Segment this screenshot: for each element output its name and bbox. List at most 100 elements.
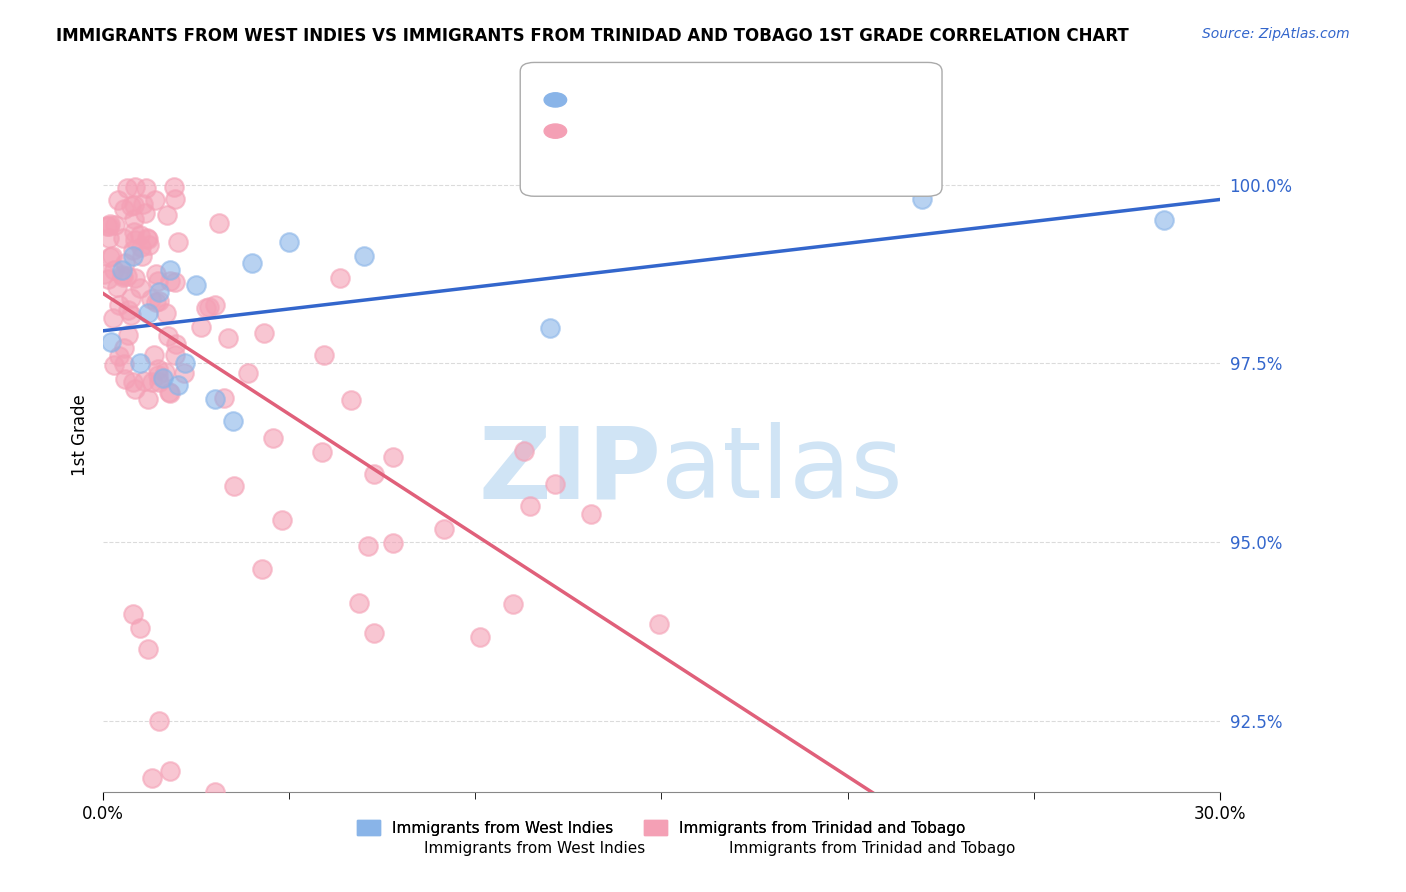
Point	[103, 358, 125, 372]
Point	[114, 372, 136, 386]
Point	[347, 596, 370, 610]
Point	[190, 319, 212, 334]
Point	[148, 375, 170, 389]
Point	[538, 320, 561, 334]
Point	[519, 499, 541, 513]
Point	[129, 621, 152, 635]
Point	[122, 212, 145, 227]
Point	[111, 268, 134, 282]
Point	[253, 326, 276, 341]
Point	[156, 329, 179, 343]
Point	[107, 280, 129, 294]
Point	[159, 263, 181, 277]
Point	[159, 764, 181, 778]
Point	[312, 348, 335, 362]
Point	[134, 206, 156, 220]
Point	[129, 240, 152, 254]
Point	[124, 382, 146, 396]
Point	[145, 295, 167, 310]
Point	[648, 616, 671, 631]
Point	[124, 233, 146, 247]
Point	[148, 293, 170, 308]
Point	[121, 308, 143, 322]
Point	[212, 391, 235, 405]
Point	[381, 535, 404, 549]
Point	[139, 292, 162, 306]
Point	[152, 370, 174, 384]
Point	[433, 522, 456, 536]
Point	[157, 385, 180, 400]
Point	[329, 270, 352, 285]
Point	[98, 250, 121, 264]
Text: atlas: atlas	[661, 422, 903, 519]
Text: IMMIGRANTS FROM WEST INDIES VS IMMIGRANTS FROM TRINIDAD AND TOBAGO 1ST GRADE COR: IMMIGRANTS FROM WEST INDIES VS IMMIGRANT…	[56, 27, 1129, 45]
Text: Source: ZipAtlas.com: Source: ZipAtlas.com	[1202, 27, 1350, 41]
Point	[128, 280, 150, 294]
Point	[163, 180, 186, 194]
Point	[165, 348, 187, 362]
Point	[911, 192, 934, 206]
Point	[513, 444, 536, 458]
Point	[146, 368, 169, 383]
Point	[107, 193, 129, 207]
Point	[112, 342, 135, 356]
Point	[124, 271, 146, 285]
Point	[145, 267, 167, 281]
Point	[129, 228, 152, 243]
Point	[195, 301, 218, 315]
Point	[122, 225, 145, 239]
Point	[111, 270, 134, 285]
Point	[146, 362, 169, 376]
Point	[204, 298, 226, 312]
Point	[136, 232, 159, 246]
Point	[165, 337, 187, 351]
Point	[97, 271, 120, 285]
Point	[97, 219, 120, 233]
Point	[363, 467, 385, 482]
Point	[136, 306, 159, 320]
Point	[217, 331, 239, 345]
Point	[186, 277, 208, 292]
Point	[122, 198, 145, 212]
Point	[124, 180, 146, 194]
Point	[262, 431, 284, 445]
Point	[153, 365, 176, 379]
Point	[173, 366, 195, 380]
Point	[278, 235, 301, 249]
Point	[148, 714, 170, 728]
Point	[166, 377, 188, 392]
Text: Immigrants from Trinidad and Tobago: Immigrants from Trinidad and Tobago	[728, 841, 1015, 856]
Point	[115, 268, 138, 283]
Point	[101, 249, 124, 263]
Text: R = 0.231   N = 115: R = 0.231 N = 115	[569, 129, 737, 147]
Point	[167, 235, 190, 250]
Text: ZIP: ZIP	[478, 422, 661, 519]
Point	[138, 238, 160, 252]
Point	[134, 181, 156, 195]
Point	[143, 193, 166, 207]
Text: R = 0.459   N =  19: R = 0.459 N = 19	[569, 98, 731, 116]
Point	[311, 445, 333, 459]
Point	[108, 298, 131, 312]
Point	[163, 275, 186, 289]
Point	[250, 562, 273, 576]
Point	[132, 197, 155, 211]
Point	[115, 181, 138, 195]
Point	[236, 366, 259, 380]
Point	[156, 208, 179, 222]
Y-axis label: 1st Grade: 1st Grade	[72, 394, 89, 475]
Point	[142, 348, 165, 362]
Point	[122, 375, 145, 389]
Point	[148, 274, 170, 288]
Point	[114, 256, 136, 270]
Point	[101, 310, 124, 325]
Point	[222, 413, 245, 427]
Point	[198, 300, 221, 314]
Point	[129, 356, 152, 370]
Point	[112, 231, 135, 245]
Point	[468, 630, 491, 644]
Point	[131, 250, 153, 264]
Point	[363, 625, 385, 640]
Point	[104, 218, 127, 232]
Point	[224, 479, 246, 493]
